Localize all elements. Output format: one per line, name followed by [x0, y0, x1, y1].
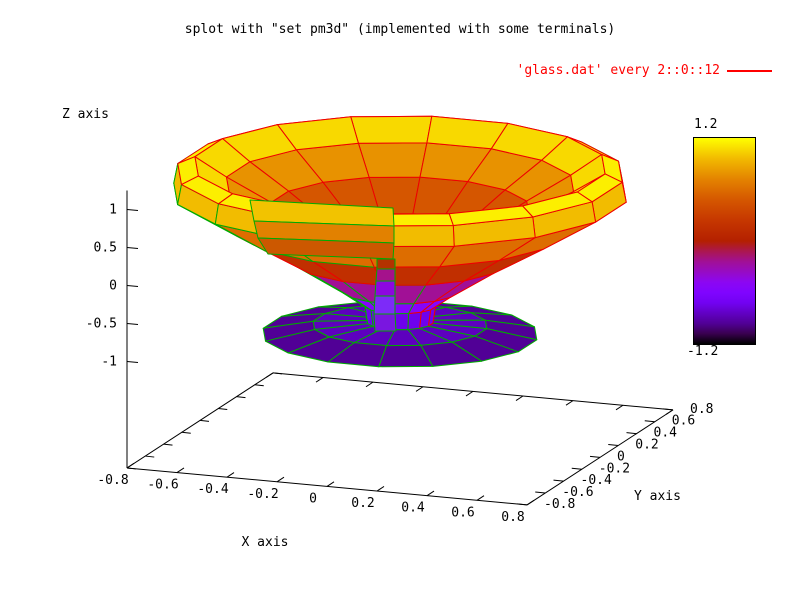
y-tick-mark [218, 408, 228, 411]
y-tick-label: 0.8 [690, 402, 713, 417]
y-tick-mark [126, 467, 137, 470]
x-tick-mark [326, 481, 335, 487]
z-tick-label: 0 [109, 279, 117, 294]
x-tick-mark [615, 404, 624, 411]
y-axis-title: Y axis [634, 489, 681, 504]
x-tick-label: 0.4 [401, 501, 425, 516]
surface-quad [378, 344, 434, 368]
y-tick-label: 0.6 [672, 414, 695, 429]
x-tick-mark [665, 409, 674, 415]
y-tick-mark [236, 396, 246, 399]
y-tick-mark [644, 420, 655, 423]
colorbar-gradient [693, 137, 756, 345]
x-tick-label: -0.6 [147, 478, 178, 493]
x-tick-mark [465, 390, 474, 397]
x-tick-label: 0.6 [451, 505, 474, 520]
surface-quad [357, 142, 428, 178]
z-tick-label: -1 [101, 355, 117, 370]
z-tick-label: 0.5 [94, 241, 117, 256]
y-tick-label: -0.2 [599, 461, 630, 476]
legend-label: 'glass.dat' every 2::0::12 [516, 63, 721, 78]
legend: 'glass.dat' every 2::0::12 [516, 63, 772, 78]
y-tick-mark [145, 455, 155, 458]
x-tick-label: 0.2 [351, 496, 374, 511]
z-axis-title: Z axis [62, 107, 109, 122]
x-tick-label: -0.4 [197, 482, 228, 497]
ribbon-quad [376, 258, 396, 270]
plot-title: splot with "set pm3d" (implemented with … [184, 22, 616, 37]
x-tick-label: -0.8 [97, 473, 128, 488]
colorbar-min-label: -1.2 [687, 344, 719, 359]
x-tick-mark [415, 386, 424, 392]
z-tick-mark [126, 209, 139, 212]
colorbar: 1.2 -1.2 [687, 117, 757, 367]
legend-line-sample-icon [727, 69, 772, 72]
surface-quad [394, 313, 409, 331]
x-tick-mark [265, 372, 274, 378]
ribbon-quad [373, 313, 397, 332]
y-tick-mark [272, 372, 283, 375]
y-tick-mark [181, 431, 191, 434]
x-tick-mark [276, 476, 285, 483]
y-tick-mark [163, 443, 173, 446]
y-tick-mark [608, 444, 619, 446]
y-tick-label: 0.4 [654, 426, 678, 441]
x-tick-mark [526, 499, 535, 506]
x-tick-label: 0 [309, 491, 317, 506]
z-tick-mark [126, 285, 139, 288]
x-tick-mark [476, 495, 485, 501]
x-tick-mark [376, 486, 385, 492]
y-tick-label: 0 [617, 449, 625, 464]
z-tick-label: 1 [109, 203, 117, 218]
z-tick-mark [126, 247, 139, 250]
ribbon-quad [375, 268, 396, 282]
y-tick-mark [626, 432, 637, 435]
y-tick-mark [254, 384, 264, 387]
x-tick-mark [176, 467, 185, 473]
axis-edge [126, 372, 274, 469]
y-tick-mark [516, 503, 528, 506]
y-tick-mark [535, 491, 546, 494]
z-tick-mark [126, 323, 139, 326]
x-tick-mark [226, 472, 235, 478]
surface-quad [407, 311, 422, 331]
surface-quad [350, 115, 433, 144]
x-tick-mark [426, 490, 435, 497]
x-tick-label: 0.8 [501, 510, 524, 525]
x-tick-mark [365, 381, 374, 388]
colorbar-max-label: 1.2 [694, 117, 718, 132]
y-tick-mark [571, 467, 582, 470]
x-axis-title: X axis [241, 535, 289, 550]
x-tick-label: -0.2 [247, 487, 278, 502]
x-tick-mark [565, 400, 574, 406]
y-tick-mark [553, 479, 564, 482]
y-tick-mark [199, 419, 210, 422]
ribbon-quad [373, 295, 396, 315]
x-tick-mark [126, 462, 135, 469]
z-tick-mark [126, 361, 139, 364]
ribbon-quad [374, 280, 396, 297]
y-tick-label: -0.4 [581, 473, 612, 488]
y-tick-mark [589, 455, 601, 458]
z-tick-label: -0.5 [86, 317, 117, 332]
y-tick-label: -0.6 [562, 485, 593, 500]
y-tick-label: -0.8 [544, 497, 575, 512]
x-tick-mark [315, 377, 324, 383]
y-tick-label: 0.2 [635, 438, 658, 453]
y-tick-mark [662, 408, 674, 411]
x-tick-mark [515, 395, 524, 402]
